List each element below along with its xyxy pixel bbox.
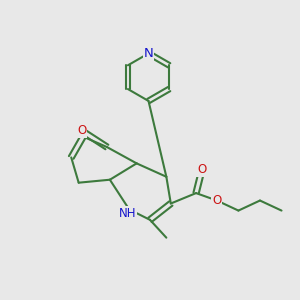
Text: N: N <box>144 47 153 60</box>
Text: O: O <box>212 194 221 207</box>
Text: NH: NH <box>119 207 136 220</box>
Text: O: O <box>197 163 207 176</box>
Text: O: O <box>77 124 86 137</box>
